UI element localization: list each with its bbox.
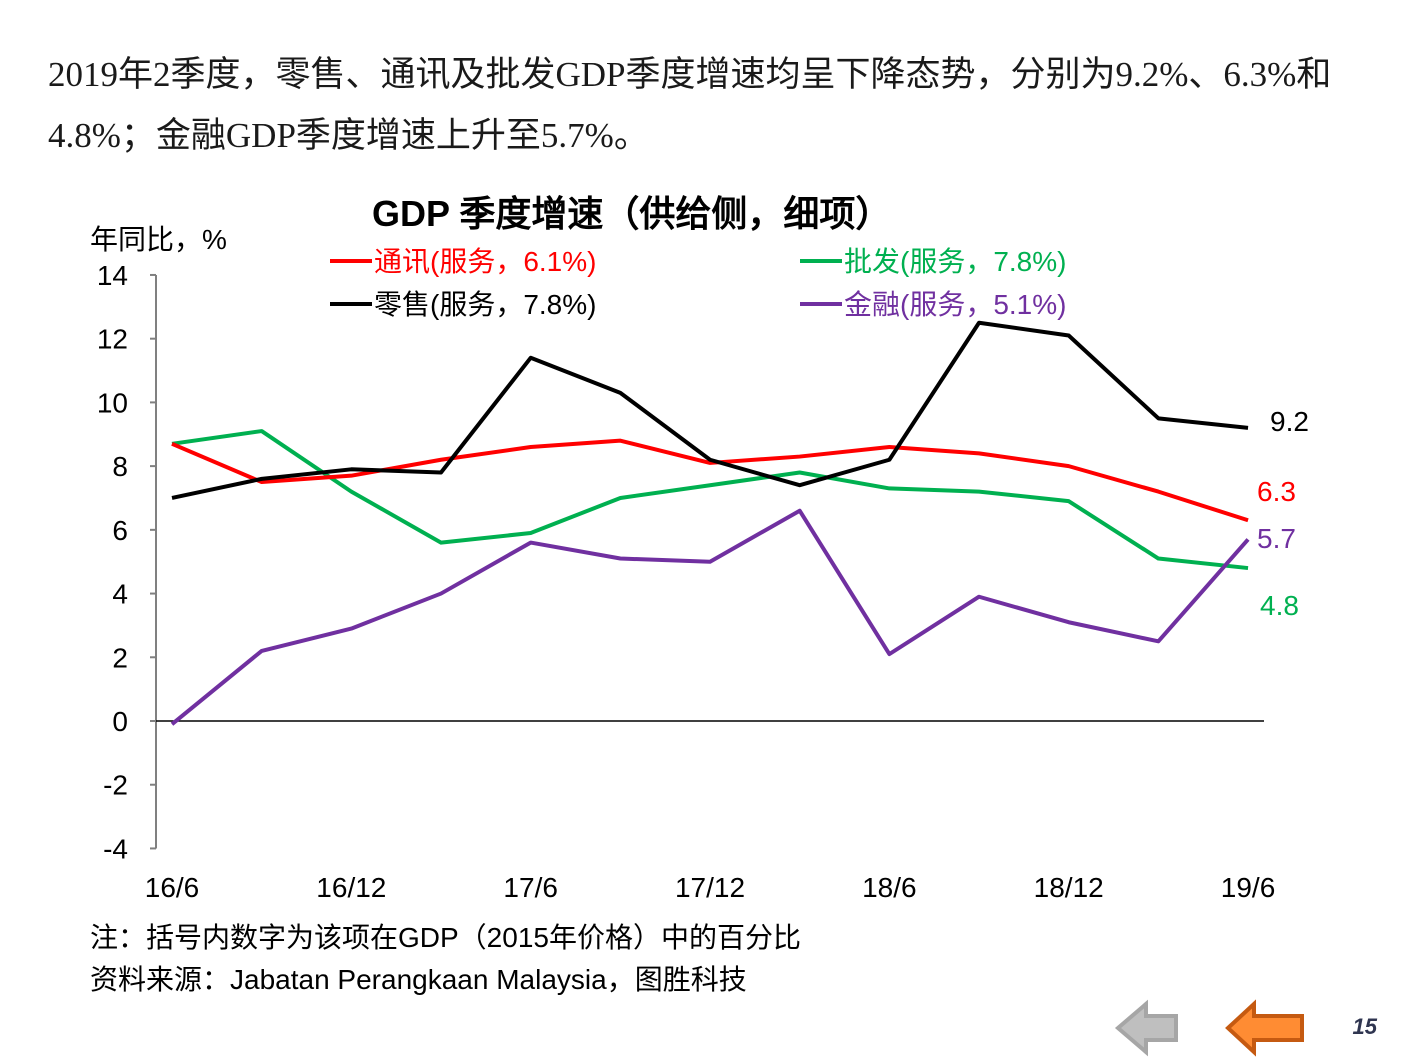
footnote: 注：括号内数字为该项在GDP（2015年价格）中的百分比 (90, 922, 801, 953)
x-tick-label: 18/6 (862, 872, 917, 903)
y-tick-label: 10 (97, 387, 128, 418)
x-tick-label: 17/12 (675, 872, 745, 903)
x-tick-label: 17/6 (503, 872, 558, 903)
y-tick-label: 8 (112, 451, 128, 482)
legend-entry: 金融(服务，5.1%) (844, 289, 1066, 320)
legend-entry: 零售(服务，7.8%) (374, 289, 596, 320)
x-tick-label: 18/12 (1034, 872, 1104, 903)
y-tick-label: 14 (97, 260, 128, 291)
headline-text: 2019年2季度，零售、通讯及批发GDP季度增速均呈下降态势，分别为9.2%、6… (48, 55, 1332, 155)
y-tick-label: 12 (97, 324, 128, 355)
y-tick-label: 2 (112, 642, 128, 673)
end-label: 4.8 (1260, 590, 1299, 621)
x-tick-label: 16/6 (145, 872, 200, 903)
chart-title: GDP 季度增速（供给侧，细项） (372, 193, 892, 234)
y-axis-label: 年同比，% (90, 224, 227, 255)
y-tick-label: 4 (112, 579, 128, 610)
y-tick-label: -2 (103, 770, 128, 801)
x-tick-label: 19/6 (1221, 872, 1276, 903)
end-label: 6.3 (1257, 476, 1296, 507)
series-line-3 (170, 508, 1250, 726)
series-line-1 (171, 320, 1249, 500)
y-tick-label: 0 (112, 706, 128, 737)
legend-entry: 批发(服务，7.8%) (844, 246, 1066, 277)
page-number: 15 (1352, 1014, 1377, 1039)
y-tick-label: -4 (103, 833, 128, 864)
series-line-0 (171, 438, 1249, 523)
end-label: 5.7 (1257, 523, 1296, 554)
end-label: 9.2 (1270, 406, 1309, 437)
y-tick-label: 6 (112, 515, 128, 546)
previous-arrow-icon[interactable] (1225, 999, 1304, 1057)
series-line-2 (171, 429, 1249, 571)
legend-entry: 通讯(服务，6.1%) (374, 246, 596, 277)
x-tick-label: 16/12 (316, 872, 386, 903)
source-note: 资料来源：Jabatan Perangkaan Malaysia，图胜科技 (90, 964, 747, 995)
back-arrow-icon[interactable] (1114, 999, 1178, 1057)
